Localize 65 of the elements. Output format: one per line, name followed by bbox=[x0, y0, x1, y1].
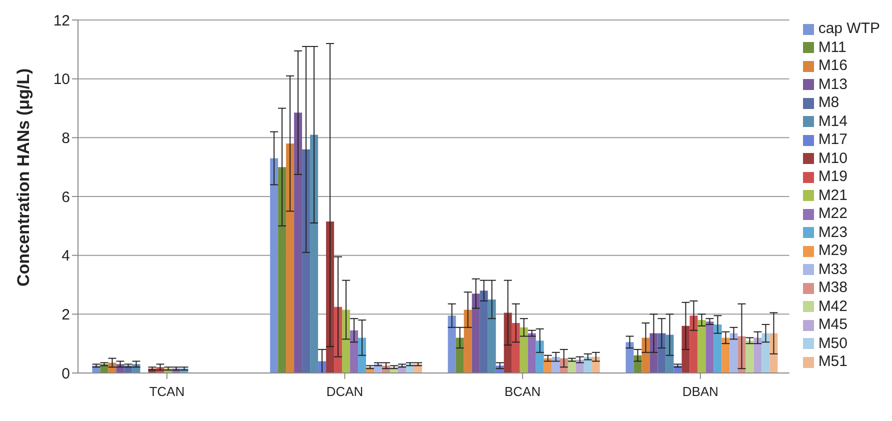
legend-label: M50 bbox=[818, 334, 848, 353]
bar bbox=[528, 333, 536, 373]
bar bbox=[650, 333, 658, 373]
bar bbox=[536, 340, 544, 373]
legend-label: M8 bbox=[818, 94, 840, 112]
legend-label: M45 bbox=[818, 316, 848, 334]
bar bbox=[310, 134, 318, 373]
bar bbox=[358, 338, 366, 373]
x-tick-label: TCAN bbox=[149, 384, 185, 400]
legend-label: M23 bbox=[818, 224, 848, 242]
bar bbox=[512, 322, 520, 373]
bar bbox=[698, 320, 706, 373]
bar bbox=[342, 310, 350, 373]
bar bbox=[642, 338, 650, 373]
bar bbox=[480, 290, 488, 373]
legend-label: M14 bbox=[818, 112, 848, 131]
legend-label: M13 bbox=[818, 76, 848, 94]
y-axis-title: Concentration HANs (μg/L) bbox=[14, 68, 34, 286]
legend-label: M21 bbox=[818, 186, 848, 205]
bar bbox=[730, 333, 738, 373]
bar bbox=[270, 158, 278, 373]
bar bbox=[278, 167, 286, 373]
bar bbox=[722, 338, 730, 373]
legend-label: M22 bbox=[818, 205, 848, 224]
bar bbox=[456, 338, 464, 373]
legend-label: M10 bbox=[818, 150, 848, 168]
y-tick-label: 12 bbox=[53, 12, 70, 30]
bar bbox=[504, 312, 512, 373]
legend-label: M51 bbox=[818, 353, 848, 372]
bar bbox=[286, 144, 294, 373]
bar bbox=[472, 294, 480, 373]
legend-label: M29 bbox=[818, 242, 848, 260]
x-tick-label: BCAN bbox=[504, 384, 541, 400]
x-tick-label: DBAN bbox=[682, 384, 718, 400]
legend-label: M42 bbox=[818, 298, 848, 316]
legend-label: M19 bbox=[818, 168, 848, 186]
bar bbox=[520, 327, 528, 373]
bar bbox=[488, 299, 496, 373]
bar bbox=[294, 112, 302, 373]
bar bbox=[714, 324, 722, 373]
legend-label: M33 bbox=[818, 260, 848, 279]
y-tick-label: 8 bbox=[62, 130, 70, 147]
bar bbox=[746, 340, 754, 373]
bar bbox=[626, 342, 634, 373]
bar bbox=[690, 316, 698, 373]
bar bbox=[448, 316, 456, 373]
bar bbox=[350, 330, 358, 373]
y-tick-label: 6 bbox=[62, 188, 70, 206]
legend-label: M38 bbox=[818, 279, 848, 298]
bar bbox=[302, 149, 310, 373]
legend-label: cap WTP bbox=[818, 20, 880, 38]
y-tick-label: 0 bbox=[62, 365, 70, 382]
x-tick-label: DCAN bbox=[326, 384, 364, 400]
bar bbox=[754, 338, 762, 373]
bar bbox=[682, 326, 690, 373]
bar bbox=[762, 333, 770, 373]
y-tick-label: 2 bbox=[62, 306, 70, 324]
y-tick-label: 10 bbox=[53, 71, 70, 88]
bar bbox=[706, 322, 714, 373]
bar bbox=[658, 333, 666, 373]
y-tick-label: 4 bbox=[62, 248, 70, 265]
legend-label: M11 bbox=[818, 38, 846, 57]
legend-label: M17 bbox=[818, 131, 848, 150]
legend-label: M16 bbox=[818, 57, 848, 76]
bar bbox=[464, 310, 472, 373]
